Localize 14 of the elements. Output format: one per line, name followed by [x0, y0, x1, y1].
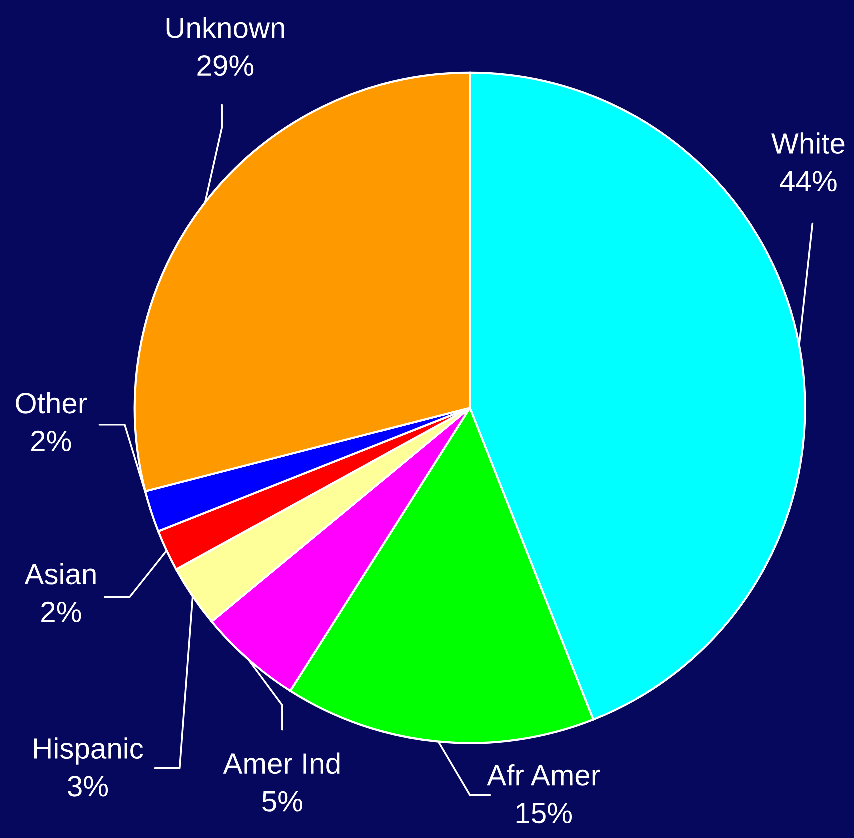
slice-label: Afr Amer [487, 764, 600, 786]
data-label: 44% [780, 171, 837, 192]
slice-label: Other [16, 392, 88, 414]
data-label: 2% [32, 430, 72, 452]
data-label: 15% [516, 803, 572, 824]
slice-label: Amer Ind [223, 752, 340, 774]
data-label: 2% [42, 602, 82, 622]
data-label: 5% [262, 791, 302, 812]
slice-label: Hispanic [34, 738, 144, 765]
data-label: 29% [198, 56, 254, 76]
slice-label: Unknown [166, 16, 284, 38]
slice-label: Asian [24, 563, 96, 585]
data-label: 3% [68, 776, 108, 797]
slice-label: White [772, 132, 845, 154]
